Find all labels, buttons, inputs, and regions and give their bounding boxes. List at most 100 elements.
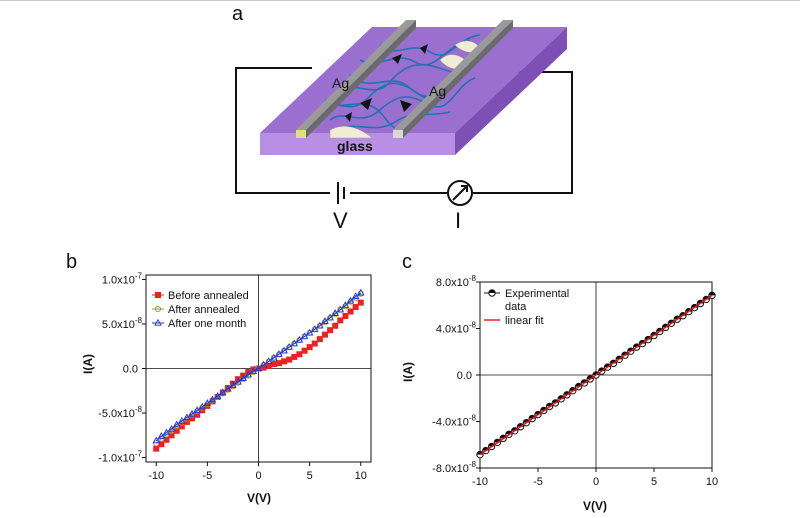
data-point <box>311 340 318 347</box>
axes: -10 -5 0 5 10 1.0x10-7 5.0x10-8 0.0 -5.0x10-8 -1.… <box>98 271 371 482</box>
data-point <box>290 339 299 347</box>
x-tick-label: 10 <box>706 476 718 488</box>
data-point <box>254 364 263 372</box>
x-tick-label: -5 <box>202 470 212 482</box>
data-point <box>281 358 288 365</box>
data-point <box>285 343 293 350</box>
data-point <box>208 395 217 403</box>
data-point <box>321 317 329 324</box>
data-point <box>213 391 222 399</box>
data-point <box>153 445 160 452</box>
current-label: I <box>455 208 461 233</box>
panel-c-letter: c <box>402 251 412 273</box>
electrode-left-label: Ag <box>332 75 349 91</box>
data-point <box>198 402 207 410</box>
data-point <box>342 312 349 319</box>
legend-label: Before annealed <box>168 290 249 302</box>
data-point <box>162 428 171 436</box>
legend-marker <box>154 318 162 326</box>
substrate-label: glass <box>337 138 373 154</box>
x-tick-label: 5 <box>307 470 313 482</box>
legend-label: data <box>505 301 527 313</box>
data-point-fill <box>708 292 716 296</box>
electrode-left <box>296 20 416 138</box>
data-point <box>291 353 298 360</box>
x-tick-label: -10 <box>148 470 164 482</box>
data-point <box>158 441 165 448</box>
voltage-label: V <box>333 208 348 233</box>
x-tick-label: -10 <box>472 476 488 488</box>
y-tick-label: 4.0x10-8 <box>436 321 477 336</box>
legend-marker <box>154 305 162 313</box>
y-tick-label: 1.0x10-7 <box>102 271 143 286</box>
y-tick-label: -5.0x10-8 <box>98 405 142 420</box>
legend: Before annealed After annealed After one m… <box>152 290 249 330</box>
data-point <box>193 406 201 414</box>
x-tick-label: 0 <box>593 476 599 488</box>
y-tick-label: 0.0 <box>457 370 472 382</box>
series-line <box>479 294 713 456</box>
data-point <box>316 321 324 329</box>
data-point <box>316 336 323 343</box>
data-point <box>224 384 232 392</box>
x-axis-label: V(V) <box>583 499 607 513</box>
data-point <box>305 328 314 336</box>
data-point <box>244 370 253 378</box>
data-point <box>295 335 304 343</box>
panel-a-diagram: a <box>232 3 573 233</box>
y-tick-label: -1.0x10-7 <box>98 450 142 465</box>
data-point <box>153 440 160 447</box>
legend-label: linear fit <box>505 315 544 327</box>
data-point <box>306 344 313 351</box>
legend-label: Experimental <box>505 288 569 300</box>
data-point <box>357 299 364 306</box>
y-tick-label: 0.0 <box>123 364 138 376</box>
data-point <box>275 360 282 367</box>
data-point <box>270 353 278 361</box>
legend-label: After one month <box>168 318 246 330</box>
data-point <box>301 347 308 354</box>
data-point <box>300 332 309 340</box>
data-point <box>321 331 328 338</box>
legend-label: After annealed <box>168 304 240 316</box>
data-point <box>229 381 237 389</box>
ammeter-icon <box>447 180 473 206</box>
series-group <box>152 288 365 452</box>
y-tick-label: -4.0x10-8 <box>432 414 476 429</box>
x-tick-label: 10 <box>355 470 367 482</box>
legend-marker <box>154 291 161 298</box>
data-point <box>351 292 360 300</box>
series-group <box>476 291 716 459</box>
battery-icon <box>337 182 345 204</box>
data-point <box>337 317 344 324</box>
data-point <box>326 313 334 321</box>
series-1 <box>479 294 713 456</box>
data-point <box>259 360 268 368</box>
data-point <box>218 388 227 396</box>
data-point <box>275 350 283 357</box>
data-point <box>163 436 170 443</box>
data-point <box>296 351 303 358</box>
series-2 <box>152 288 365 444</box>
electrode-right-label: Ag <box>429 83 446 99</box>
panel-c-chart: c -10 -5 0 5 108.0x10-84.0x10-80.0-4.0x10-8-… <box>401 251 718 513</box>
legend-marker-fill <box>488 289 496 293</box>
data-point <box>346 296 355 304</box>
data-point <box>249 367 258 374</box>
data-point <box>331 309 339 316</box>
x-tick-label: 0 <box>255 470 261 482</box>
panel-b-chart: b -10 -5 0 5 101.0x10-75.0x10-80.0-5.0x10-8-… <box>66 251 372 505</box>
data-point <box>264 357 273 365</box>
data-point <box>167 424 176 432</box>
data-point <box>188 409 196 417</box>
y-tick-label: 8.0x10-8 <box>436 274 477 289</box>
data-point <box>239 374 247 381</box>
x-tick-label: -5 <box>533 476 543 488</box>
data-point <box>152 436 160 444</box>
x-axis-label: V(V) <box>247 491 271 505</box>
data-point <box>327 327 334 334</box>
data-point <box>157 432 166 439</box>
data-point <box>310 325 319 332</box>
